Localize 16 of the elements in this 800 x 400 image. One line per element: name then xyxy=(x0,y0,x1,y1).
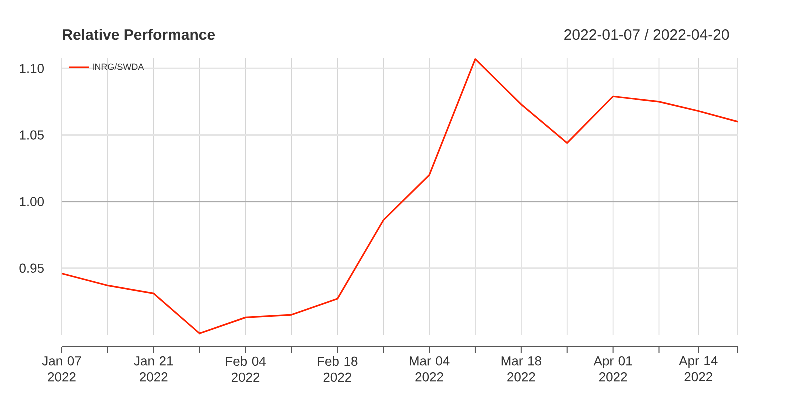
y-tick-label: 1.00 xyxy=(20,197,44,206)
y-tick-label: 1.05 xyxy=(20,130,44,140)
x-tick-label: Mar 18 2022 xyxy=(502,356,542,382)
y-tick-label: 1.10 xyxy=(20,64,44,74)
y-tick-label: 0.95 xyxy=(20,264,44,274)
x-tick-label: Feb 18 2022 xyxy=(318,356,358,382)
chart-title: Relative Performance xyxy=(63,29,216,40)
line-series xyxy=(61,58,739,334)
chart-subtitle: 2022-01-07 / 2022-04-20 xyxy=(564,29,730,40)
legend-label: INRG/SWDA xyxy=(93,64,144,70)
x-tick-label: Jan 21 2022 xyxy=(134,356,174,382)
x-tick-label: Jan 07 2022 xyxy=(42,356,82,382)
x-tick-label: Mar 04 2022 xyxy=(410,356,450,382)
x-tick-label: Feb 04 2022 xyxy=(226,356,266,382)
x-tick-label: Apr 01 2022 xyxy=(594,356,632,382)
x-tick-label: Apr 14 2022 xyxy=(679,356,718,382)
